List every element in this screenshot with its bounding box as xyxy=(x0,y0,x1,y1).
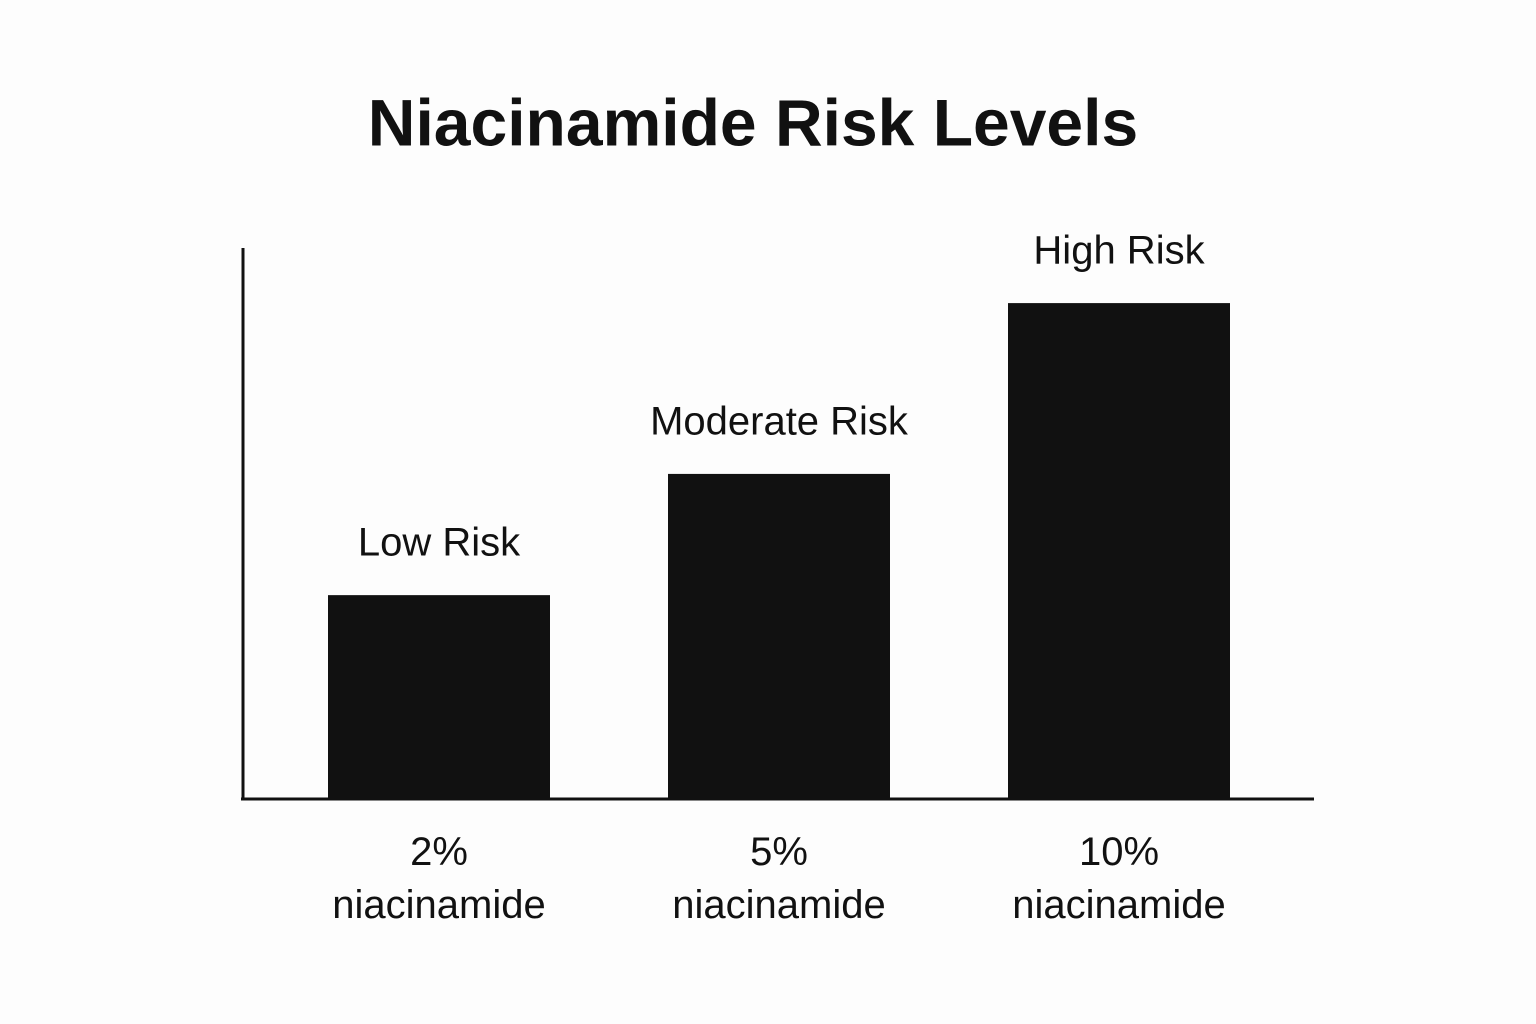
value-label: Low Risk xyxy=(358,521,521,565)
bar xyxy=(328,595,550,799)
bar xyxy=(668,473,890,799)
x-tick-label: 10% niacinamide xyxy=(1012,830,1226,927)
value-label: High Risk xyxy=(1033,229,1205,273)
x-tick-label: 5% niacinamide xyxy=(672,830,886,927)
bar xyxy=(1008,303,1230,799)
chart-title: Niacinamide Risk Levels xyxy=(368,85,1138,159)
value-label: Moderate Risk xyxy=(650,399,909,443)
x-tick-label: 2% niacinamide xyxy=(332,830,546,927)
